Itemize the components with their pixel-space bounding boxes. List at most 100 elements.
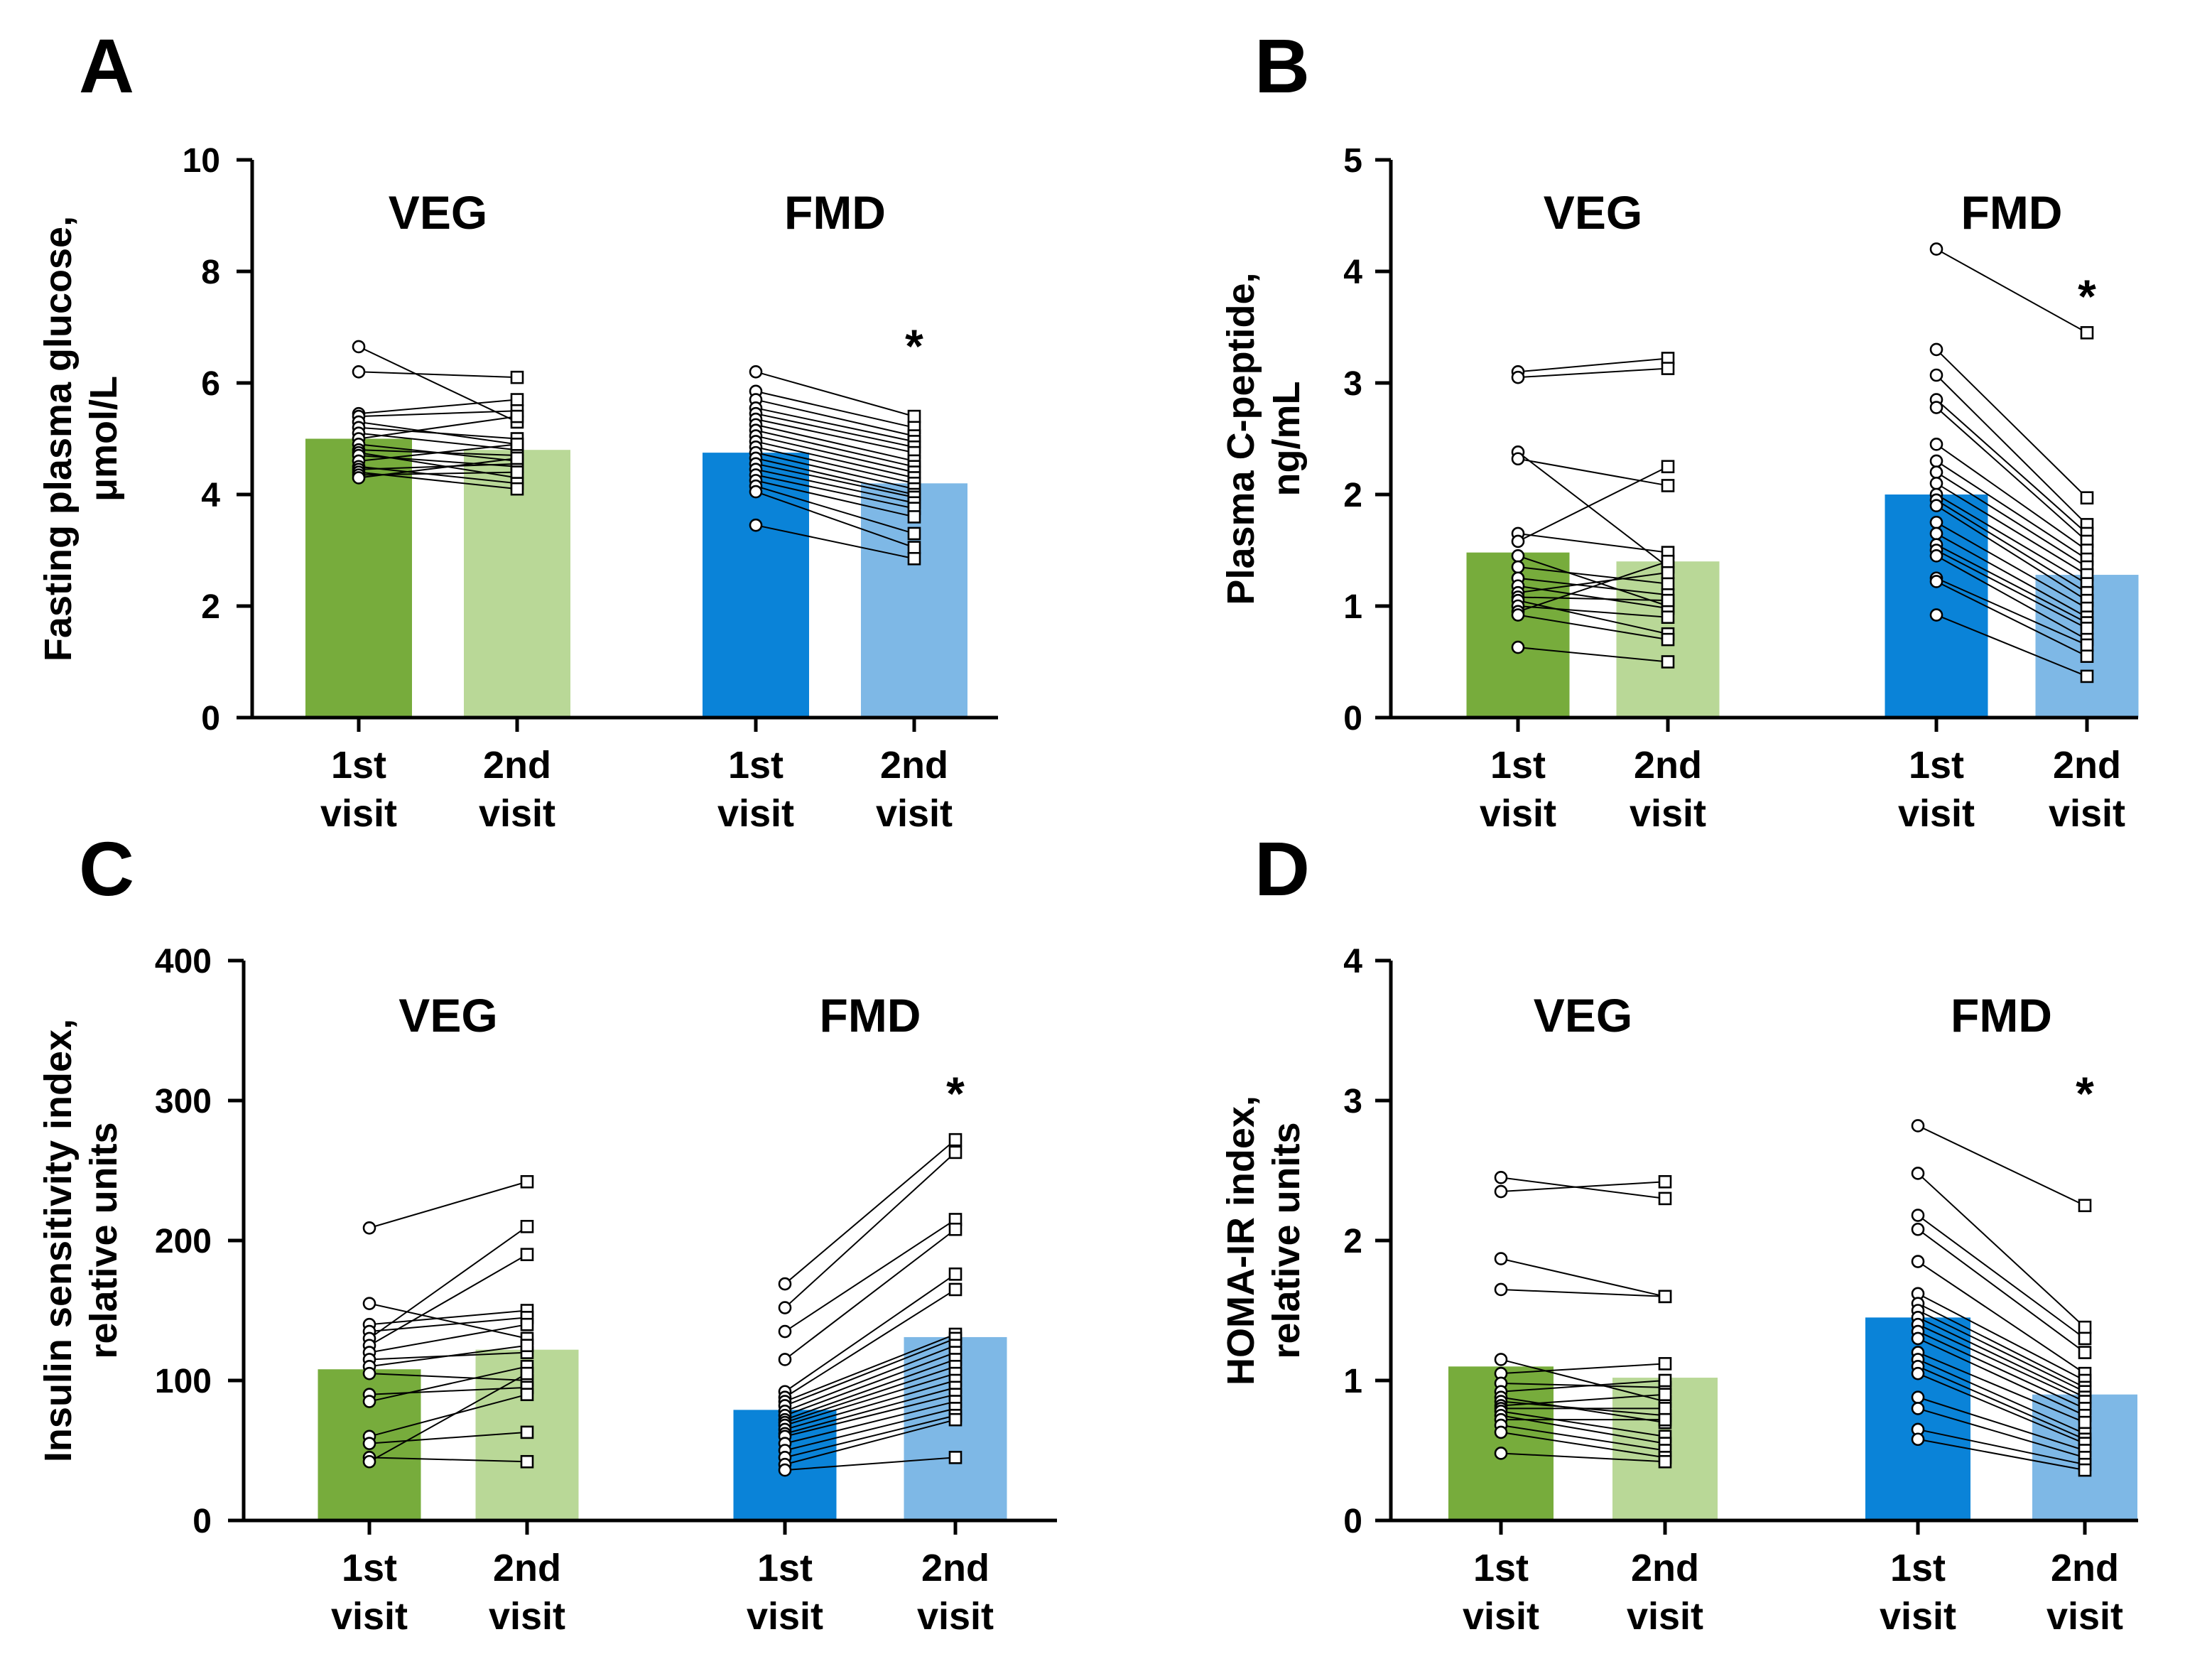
first-visit-point xyxy=(1929,499,1943,513)
paired-line xyxy=(369,1253,528,1346)
second-visit-point xyxy=(1658,1174,1672,1189)
second-visit-point xyxy=(1661,566,1675,580)
y-axis-label: ng/mL xyxy=(1265,382,1308,497)
paired-line xyxy=(1936,399,2088,534)
first-visit-point xyxy=(778,1463,792,1477)
paired-line xyxy=(755,491,915,549)
first-visit-point xyxy=(1511,549,1525,563)
paired-line xyxy=(1517,600,1669,635)
first-visit-point xyxy=(1929,401,1943,414)
second-visit-point xyxy=(2080,649,2094,663)
second-visit-point xyxy=(948,1451,963,1464)
paired-line xyxy=(755,474,915,509)
x-tick-label: 1st xyxy=(342,1547,397,1589)
first-visit-point xyxy=(1494,1171,1508,1184)
paired-line xyxy=(1936,460,2088,560)
paired-line xyxy=(1917,1324,2086,1403)
paired-line xyxy=(369,1317,528,1333)
x-tick-label: 1st xyxy=(728,744,784,787)
paired-line xyxy=(1936,577,2088,646)
significance-star: * xyxy=(946,1067,965,1120)
paired-line xyxy=(369,1366,528,1403)
paired-line xyxy=(755,399,915,437)
paired-line xyxy=(1500,1288,1666,1297)
paired-line xyxy=(369,1431,528,1444)
paired-line xyxy=(755,463,915,498)
first-visit-point xyxy=(362,1221,376,1235)
paired-line xyxy=(784,1366,956,1424)
x-tick-label: 1st xyxy=(1473,1547,1529,1589)
panel-a: A 0 2 4 6 8 10 1st visit 2nd visit 1st visit 2nd visit… xyxy=(37,23,998,835)
first-visit-point xyxy=(1929,575,1943,588)
paired-line xyxy=(358,457,518,479)
second-visit-point xyxy=(907,409,921,423)
first-visit-point xyxy=(1929,342,1943,357)
y-tick-label: 6 xyxy=(201,365,220,403)
x-tick-label: 1st xyxy=(331,744,386,787)
group-label-fmd: FMD xyxy=(820,989,921,1042)
first-visit-point xyxy=(778,1324,792,1339)
second-visit-point xyxy=(2078,1331,2092,1346)
paired-line xyxy=(1936,499,2088,594)
first-visit-point xyxy=(1929,608,1943,622)
paired-line xyxy=(369,1181,528,1229)
second-visit-point xyxy=(1661,593,1675,607)
second-visit-point xyxy=(907,541,921,554)
paired-line xyxy=(1917,1172,2086,1328)
first-visit-point xyxy=(1929,526,1943,541)
paired-line xyxy=(1500,1396,1666,1424)
y-tick-label: 10 xyxy=(183,142,220,180)
paired-line xyxy=(1917,1309,2086,1393)
y-tick-label: 1 xyxy=(1343,588,1362,626)
x-tick-label: visit xyxy=(489,1595,565,1638)
paired-line xyxy=(1517,458,1669,487)
paired-line xyxy=(358,346,518,423)
y-tick-label: 8 xyxy=(201,254,220,291)
x-tick-label: visit xyxy=(1480,792,1556,835)
significance-star: * xyxy=(2078,270,2096,323)
paired-line xyxy=(755,441,915,479)
group-label-fmd: FMD xyxy=(1961,186,2063,239)
x-tick-label: visit xyxy=(717,792,794,835)
first-visit-point xyxy=(1494,1282,1508,1297)
first-visit-point xyxy=(778,1301,792,1314)
paired-line xyxy=(1936,349,2088,499)
paired-line xyxy=(755,423,915,462)
y-tick-label: 4 xyxy=(201,477,220,514)
paired-line xyxy=(784,1380,956,1430)
paired-line xyxy=(755,480,915,518)
paired-line xyxy=(755,468,915,504)
paired-line xyxy=(358,410,518,418)
y-tick-label: 4 xyxy=(1343,254,1362,291)
paired-line xyxy=(755,418,915,454)
second-visit-point xyxy=(2080,326,2094,340)
first-visit-point xyxy=(1911,1222,1925,1236)
second-visit-point xyxy=(2078,1320,2092,1334)
panel-d: D 0 1 2 3 4 1st visit 2nd visit 1st visit 2nd visit VE… xyxy=(1220,826,2138,1638)
paired-line xyxy=(784,1273,956,1393)
second-visit-point xyxy=(2078,1415,2092,1430)
x-tick-label: visit xyxy=(1627,1595,1703,1638)
x-tick-label: 1st xyxy=(1890,1547,1946,1589)
paired-line xyxy=(369,1309,528,1326)
paired-line xyxy=(1517,614,1669,641)
paired-line xyxy=(1936,555,2088,640)
paired-line xyxy=(1500,1431,1666,1459)
paired-line xyxy=(1917,1351,2086,1424)
paired-line xyxy=(1517,605,1669,618)
paired-line xyxy=(369,1344,528,1368)
paired-line xyxy=(358,371,518,379)
panel-c: C 0 100 200 300 400 1st visit 2nd visit 1st visit 2n… xyxy=(37,826,1057,1638)
second-visit-point xyxy=(510,465,524,479)
paired-line xyxy=(1917,1302,2086,1388)
paired-line xyxy=(1936,580,2088,657)
group-label-veg: VEG xyxy=(389,186,487,239)
second-visit-point xyxy=(1661,577,1675,590)
x-tick-label: visit xyxy=(2049,792,2125,835)
first-visit-point xyxy=(362,1366,376,1380)
paired-line xyxy=(1917,1292,2086,1381)
second-visit-point xyxy=(1658,1454,1672,1469)
panel-letter: C xyxy=(79,826,134,912)
paired-line xyxy=(1917,1260,2086,1374)
